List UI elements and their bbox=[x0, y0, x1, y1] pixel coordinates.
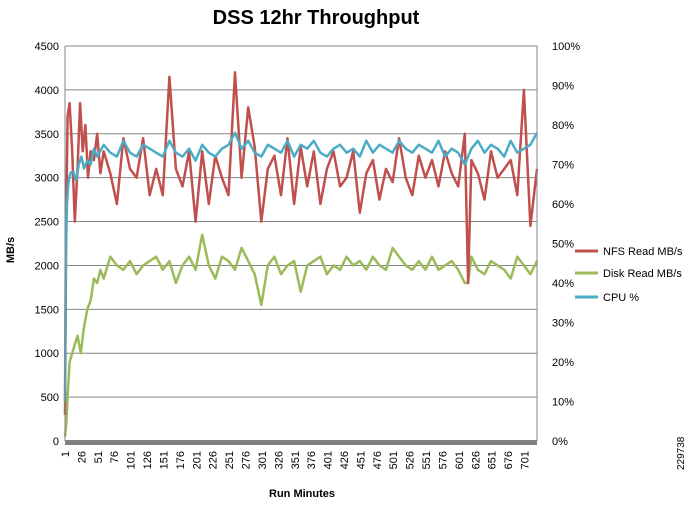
y-tick-label: 1000 bbox=[35, 348, 59, 360]
y2-tick-label: 80% bbox=[552, 120, 574, 132]
x-tick-label: 26 bbox=[76, 451, 88, 463]
y-axis-ticks: 0 500 1000 1500 2000 2500 3000 3500 4000 4500 bbox=[35, 41, 59, 448]
y-tick-label: 2000 bbox=[35, 260, 59, 272]
figure-id: 229738 bbox=[676, 436, 687, 470]
x-tick-label: 626 bbox=[470, 451, 482, 469]
y-tick-label: 2500 bbox=[35, 217, 59, 229]
x-tick-label: 226 bbox=[208, 451, 220, 469]
legend-label: Disk Read MB/s bbox=[603, 268, 682, 280]
series-line-3 bbox=[63, 131, 539, 402]
x-tick-label: 651 bbox=[487, 451, 499, 469]
x-tick-label: 176 bbox=[175, 451, 187, 469]
axes bbox=[64, 46, 538, 445]
y2-tick-label: 40% bbox=[552, 278, 574, 290]
x-tick-label: 76 bbox=[109, 451, 121, 463]
legend-label: NFS Read MB/s bbox=[603, 246, 683, 258]
legend-label: CPU % bbox=[603, 292, 639, 304]
x-tick-label: 501 bbox=[388, 451, 400, 469]
y2-tick-label: 60% bbox=[552, 199, 574, 211]
y-tick-label: 4500 bbox=[35, 41, 59, 53]
x-tick-label: 251 bbox=[224, 451, 236, 469]
y-tick-label: 500 bbox=[41, 392, 59, 404]
x-tick-label: 51 bbox=[93, 451, 105, 463]
x-tick-label: 401 bbox=[323, 451, 335, 469]
series-line-1 bbox=[63, 71, 539, 415]
y2-tick-label: 0% bbox=[552, 436, 568, 448]
x-tick-label: 151 bbox=[158, 451, 170, 469]
series-lines bbox=[63, 71, 539, 437]
x-tick-label: 426 bbox=[339, 451, 351, 469]
x-tick-label: 476 bbox=[372, 451, 384, 469]
series-line-2 bbox=[63, 233, 539, 437]
y-tick-label: 0 bbox=[53, 436, 59, 448]
x-axis-ticks: 1 26 51 76 101 126 151 176 201 226 251 276 301 326 351… bbox=[60, 451, 532, 469]
y-tick-label: 3000 bbox=[35, 173, 59, 185]
x-tick-label: 451 bbox=[355, 451, 367, 469]
y-tick-label: 4000 bbox=[35, 85, 59, 97]
x-tick-label: 551 bbox=[421, 451, 433, 469]
y-tick-label: 1500 bbox=[35, 304, 59, 316]
x-tick-label: 301 bbox=[257, 451, 269, 469]
x-tick-label: 576 bbox=[437, 451, 449, 469]
x-tick-label: 126 bbox=[142, 451, 154, 469]
x-tick-label: 601 bbox=[454, 451, 466, 469]
y2-tick-label: 20% bbox=[552, 357, 574, 369]
x-tick-label: 676 bbox=[503, 451, 515, 469]
x-axis-band bbox=[65, 440, 537, 445]
y2-tick-label: 70% bbox=[552, 160, 574, 172]
chart-title: DSS 12hr Throughput bbox=[213, 7, 420, 29]
y-axis-title: MB/s bbox=[5, 237, 17, 263]
y2-tick-label: 30% bbox=[552, 318, 574, 330]
x-tick-label: 276 bbox=[241, 451, 253, 469]
y2-axis-ticks: 0% 10% 20% 30% 40% 50% 60% 70% 80% 90% 100% bbox=[552, 41, 580, 448]
y2-tick-label: 90% bbox=[552, 81, 574, 93]
legend: NFS Read MB/s Disk Read MB/s CPU % bbox=[575, 246, 683, 304]
x-tick-label: 1 bbox=[60, 451, 72, 457]
y2-tick-label: 50% bbox=[552, 239, 574, 251]
x-tick-label: 701 bbox=[520, 451, 532, 469]
x-tick-label: 101 bbox=[126, 451, 138, 469]
x-tick-label: 376 bbox=[306, 451, 318, 469]
x-axis-title: Run Minutes bbox=[269, 488, 335, 500]
x-tick-label: 201 bbox=[191, 451, 203, 469]
x-tick-label: 351 bbox=[290, 451, 302, 469]
y2-tick-label: 100% bbox=[552, 41, 580, 53]
y2-tick-label: 10% bbox=[552, 397, 574, 409]
gridlines bbox=[65, 45, 537, 442]
x-tick-label: 526 bbox=[405, 451, 417, 469]
x-tick-label: 326 bbox=[273, 451, 285, 469]
y-tick-label: 3500 bbox=[35, 129, 59, 141]
